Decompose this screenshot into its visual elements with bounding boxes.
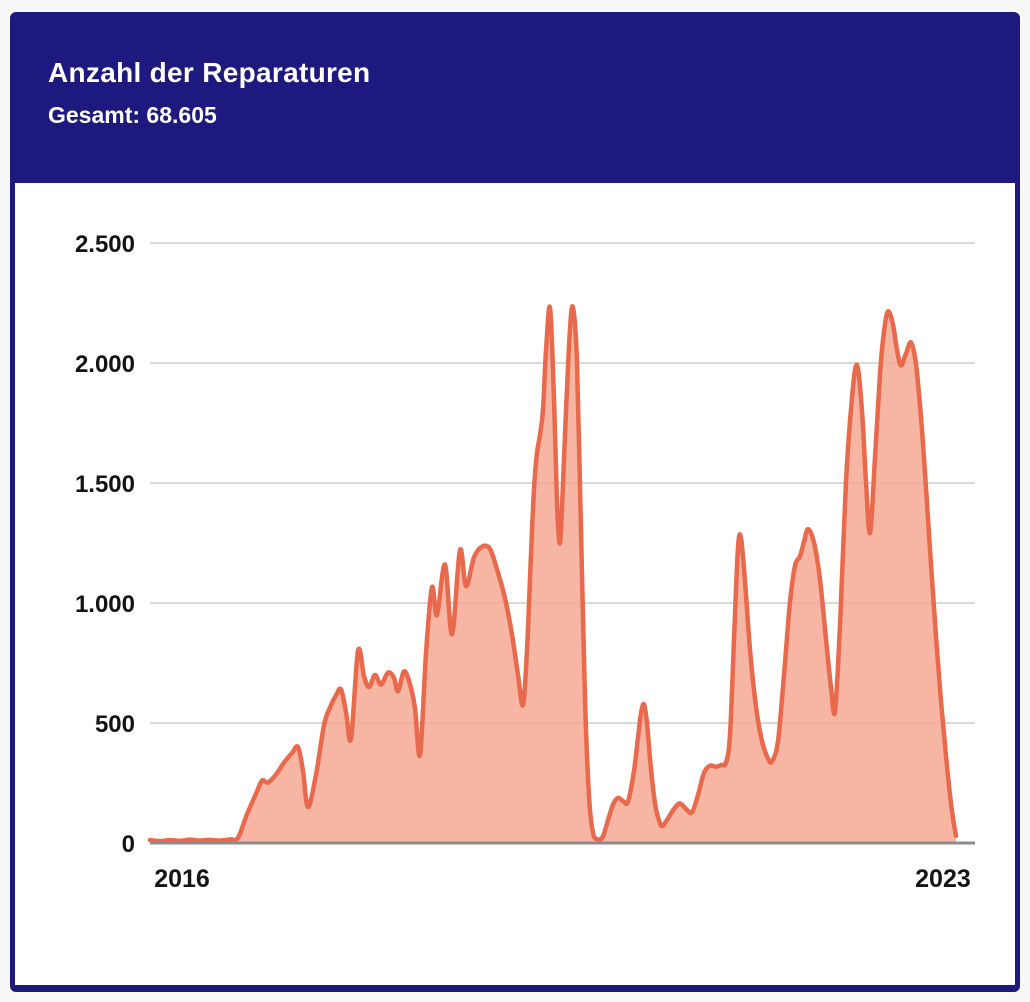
area-chart: 0 500 1.000 1.500 2.000 2.500 2016 2023 (75, 231, 975, 893)
x-axis-label: 2016 (154, 865, 210, 893)
x-axis-label: 2023 (915, 865, 971, 893)
y-axis-label: 1.500 (75, 471, 135, 498)
chart-area: 0 500 1.000 1.500 2.000 2.500 2016 2023 (15, 183, 1015, 985)
total-count-label: Gesamt: 68.605 (48, 102, 217, 129)
y-axis-label: 2.500 (75, 231, 135, 258)
area-line (147, 304, 959, 844)
page-title: Anzahl der Reparaturen (48, 57, 371, 88)
y-axis-label: 500 (95, 711, 135, 738)
y-axis-label: 2.000 (75, 351, 135, 378)
chart-header: Anzahl der Reparaturen Gesamt: 68.605 (15, 17, 1015, 183)
y-axis-label: 1.000 (75, 591, 135, 618)
y-axis-label: 0 (122, 831, 135, 858)
chart-card: Anzahl der Reparaturen Gesamt: 68.605 0 5… (10, 12, 1020, 992)
